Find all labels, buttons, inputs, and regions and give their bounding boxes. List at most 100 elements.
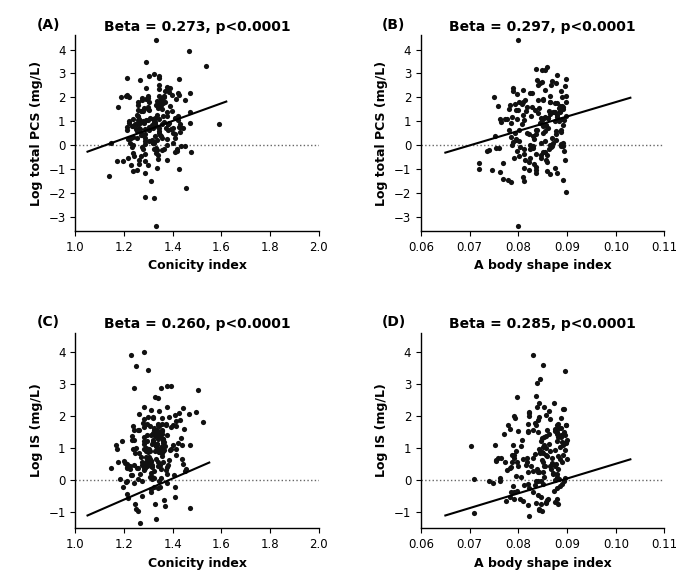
Point bbox=[148, 483, 159, 492]
Point bbox=[506, 112, 517, 122]
Point bbox=[153, 92, 164, 101]
Point bbox=[127, 121, 138, 130]
Point bbox=[150, 221, 161, 231]
Point bbox=[158, 434, 169, 443]
Point bbox=[132, 119, 143, 128]
Point bbox=[560, 437, 571, 447]
Title: Beta = 0.260, p<0.0001: Beta = 0.260, p<0.0001 bbox=[103, 318, 290, 332]
Point bbox=[139, 103, 150, 113]
Point bbox=[532, 403, 543, 412]
Point bbox=[543, 494, 553, 503]
Point bbox=[524, 89, 535, 98]
Point bbox=[129, 460, 140, 470]
Point bbox=[153, 420, 164, 429]
Point bbox=[522, 102, 533, 112]
Point bbox=[169, 482, 180, 491]
Point bbox=[147, 114, 158, 123]
Point bbox=[133, 507, 144, 516]
Point bbox=[132, 134, 142, 143]
Point bbox=[538, 129, 549, 138]
Point bbox=[141, 436, 152, 446]
Point bbox=[141, 419, 152, 429]
Point bbox=[133, 159, 144, 168]
Point bbox=[138, 418, 149, 427]
Point bbox=[551, 127, 562, 136]
Point bbox=[142, 461, 153, 471]
Point bbox=[523, 427, 534, 437]
Point bbox=[138, 463, 149, 473]
Point bbox=[153, 448, 164, 457]
Point bbox=[535, 476, 546, 485]
Point bbox=[555, 442, 566, 451]
Point bbox=[560, 75, 571, 84]
Point bbox=[139, 414, 150, 424]
Point bbox=[151, 146, 162, 155]
Point bbox=[184, 118, 195, 127]
Point bbox=[546, 464, 557, 474]
Point bbox=[164, 102, 175, 111]
Point bbox=[136, 492, 147, 501]
Point bbox=[545, 91, 556, 100]
Point bbox=[119, 457, 129, 466]
Point bbox=[495, 114, 506, 124]
Point bbox=[163, 118, 174, 127]
Point bbox=[134, 117, 145, 126]
Point bbox=[121, 477, 132, 487]
Point bbox=[552, 70, 563, 80]
Point bbox=[553, 104, 564, 113]
Point bbox=[106, 463, 117, 473]
Point bbox=[144, 97, 155, 107]
Point bbox=[178, 459, 189, 468]
Point bbox=[149, 500, 160, 509]
Point bbox=[127, 444, 138, 454]
Point bbox=[151, 144, 162, 153]
Point bbox=[161, 111, 172, 120]
Point bbox=[535, 375, 546, 384]
Point bbox=[171, 421, 182, 431]
Point bbox=[151, 96, 162, 106]
Point bbox=[130, 505, 141, 514]
Point bbox=[547, 139, 558, 148]
Point bbox=[158, 447, 169, 456]
Point bbox=[174, 164, 185, 174]
Point bbox=[140, 129, 151, 139]
Point bbox=[488, 479, 499, 488]
Point bbox=[132, 116, 143, 125]
Point bbox=[173, 115, 184, 124]
Point bbox=[140, 168, 151, 178]
Point bbox=[157, 452, 168, 461]
Point bbox=[504, 126, 515, 135]
Point bbox=[126, 350, 137, 360]
Point bbox=[156, 413, 167, 423]
Point bbox=[150, 131, 161, 140]
Point bbox=[518, 149, 529, 158]
Point bbox=[528, 159, 539, 168]
Point bbox=[488, 93, 499, 102]
Point bbox=[158, 444, 169, 453]
Point bbox=[530, 449, 541, 458]
Point bbox=[153, 98, 164, 107]
Point bbox=[140, 446, 151, 455]
Point bbox=[160, 465, 171, 475]
Point bbox=[538, 441, 549, 450]
Point bbox=[512, 427, 523, 436]
Point bbox=[523, 407, 534, 416]
Point bbox=[152, 100, 163, 110]
Point bbox=[558, 441, 569, 450]
Point bbox=[556, 141, 566, 151]
Point bbox=[484, 145, 495, 154]
Point bbox=[160, 86, 171, 96]
Point bbox=[520, 156, 531, 165]
Point bbox=[129, 500, 140, 509]
Point bbox=[138, 347, 149, 356]
Point bbox=[134, 426, 145, 435]
Point bbox=[137, 143, 148, 152]
Point bbox=[536, 154, 547, 163]
Point bbox=[473, 164, 484, 173]
Point bbox=[121, 123, 132, 132]
Point bbox=[157, 120, 168, 129]
Point bbox=[153, 114, 164, 123]
Point bbox=[123, 134, 134, 143]
Point bbox=[150, 117, 161, 126]
Point bbox=[508, 494, 519, 504]
